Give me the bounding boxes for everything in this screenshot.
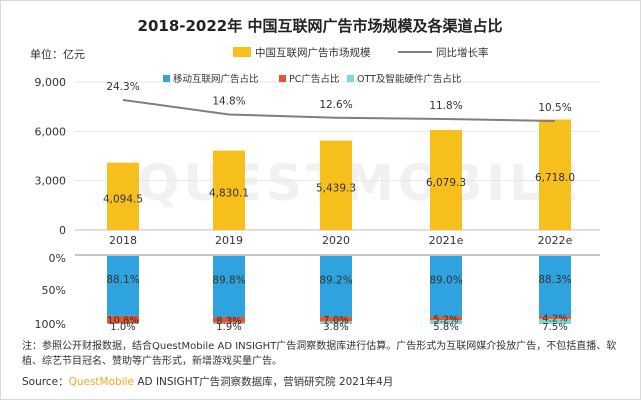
footnote: 注：参照公开财报数据，结合QuestMobile AD INSIGHT广告洞察数… <box>22 341 617 367</box>
legend-label-share: PC广告占比 <box>289 73 339 85</box>
y-tick-label-bottom: 0% <box>49 252 66 265</box>
source-rest: AD INSIGHT广告洞察数据库，营销研究院 2021年4月 <box>134 376 394 388</box>
growth-rate-line <box>122 99 556 122</box>
bar-mobile-share <box>430 256 462 317</box>
growth-rate-label: 10.5% <box>538 102 571 114</box>
bar-value-label: 5,439.3 <box>316 182 356 194</box>
y-tick-label-top: 3,000 <box>35 175 67 188</box>
legend-label-share: 移动互联网广告占比 <box>173 73 259 85</box>
mobile-share-label: 89.0% <box>429 274 462 286</box>
bar-market-size <box>107 162 139 230</box>
mobile-share-label: 88.3% <box>538 274 571 286</box>
growth-rate-label: 12.6% <box>319 99 352 111</box>
bar-mobile-share <box>539 256 571 317</box>
x-tick-label: 2019 <box>215 234 243 247</box>
unit-label: 单位：亿元 <box>30 47 85 61</box>
bar-market-size <box>539 119 571 230</box>
y-tick-label-top: 6,000 <box>35 125 67 138</box>
bar-market-size <box>430 130 462 230</box>
pc-share-label: 7.0% <box>323 315 348 326</box>
legend-swatch-share <box>347 75 354 82</box>
legend-swatch-share <box>163 75 170 82</box>
bar-value-label: 6,718.0 <box>535 172 575 184</box>
bar-value-label: 4,830.1 <box>209 187 249 199</box>
bar-value-label: 4,094.5 <box>103 193 143 205</box>
pc-share-label: 10.8% <box>107 316 139 327</box>
bar-pc-share <box>430 316 462 321</box>
legend-swatch-market-size <box>233 47 251 57</box>
y-tick-label-top: 0 <box>59 224 66 237</box>
pc-share-label: 5.2% <box>433 314 458 325</box>
chart-title: 2018-2022年 中国互联网广告市场规模及各渠道占比 <box>138 17 503 35</box>
bar-ott-share <box>539 318 571 324</box>
x-tick-label: 2018 <box>109 234 137 247</box>
pc-share-label: 8.3% <box>216 316 241 327</box>
bar-ott-share <box>430 320 462 324</box>
growth-rate-label: 14.8% <box>212 95 245 107</box>
ott-share-label: 3.8% <box>323 322 348 333</box>
bar-ott-share <box>107 323 139 324</box>
bar-pc-share <box>320 316 352 322</box>
source-prefix: Source： <box>22 376 69 388</box>
bar-mobile-share <box>213 256 245 318</box>
legend-label-growth-rate: 同比增长率 <box>436 46 489 59</box>
source-brand: QuestMobile <box>68 376 134 388</box>
growth-rate-label: 24.3% <box>106 81 139 93</box>
mobile-share-label: 89.2% <box>319 274 352 286</box>
legend-label-market-size: 中国互联网广告市场规模 <box>255 46 371 59</box>
x-tick-label: 2020 <box>322 234 350 247</box>
y-tick-label-bottom: 100% <box>35 318 66 331</box>
pc-share-label: 4.2% <box>542 313 567 324</box>
bar-ott-share <box>213 322 245 324</box>
mobile-share-label: 89.8% <box>212 275 245 287</box>
bar-pc-share <box>213 317 245 323</box>
ott-share-label: 1.0% <box>110 322 135 333</box>
bar-ott-share <box>320 321 352 324</box>
bar-market-size <box>320 140 352 230</box>
bar-value-label: 6,079.3 <box>426 177 466 189</box>
bar-market-size <box>213 150 245 230</box>
legend-label-share: OTT及智能硬件广告占比 <box>357 73 461 85</box>
y-tick-label-top: 9,000 <box>35 76 67 89</box>
bar-mobile-share <box>320 256 352 317</box>
x-tick-label: 2022e <box>538 234 573 247</box>
mobile-share-label: 88.1% <box>106 274 139 286</box>
y-tick-label-bottom: 50% <box>42 284 66 297</box>
x-tick-label: 2021e <box>429 234 464 247</box>
growth-rate-label: 11.8% <box>429 100 462 112</box>
ott-share-label: 7.5% <box>542 322 567 333</box>
watermark: QUESTMOBILE <box>137 154 583 212</box>
bar-pc-share <box>539 316 571 319</box>
bar-mobile-share <box>107 256 139 316</box>
bar-pc-share <box>107 315 139 324</box>
legend-swatch-share <box>279 75 286 82</box>
source-line: Source：QuestMobile AD INSIGHT广告洞察数据库，营销研… <box>22 374 393 389</box>
ott-share-label: 1.9% <box>216 322 241 333</box>
ott-share-label: 5.8% <box>433 322 458 333</box>
